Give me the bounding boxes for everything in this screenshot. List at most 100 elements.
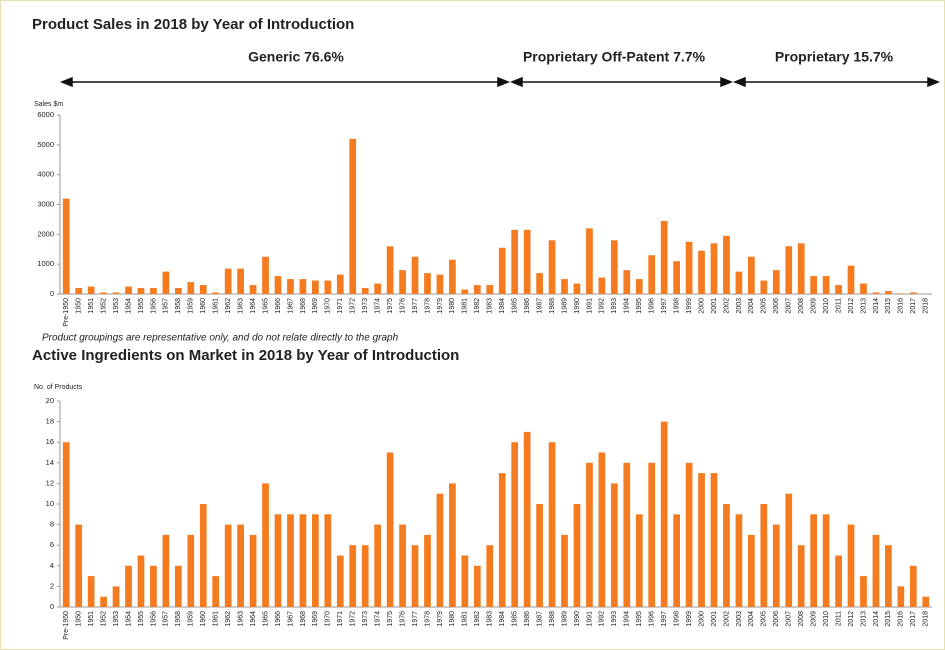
- x-tick-label: 1979: [437, 611, 444, 627]
- bar: [810, 276, 818, 294]
- bar: [797, 243, 805, 294]
- x-tick-label: 1953: [113, 298, 120, 314]
- x-tick-label: 1975: [387, 298, 394, 314]
- bar: [274, 514, 282, 607]
- bar: [486, 545, 494, 607]
- bar: [922, 596, 930, 607]
- x-tick-label: 1952: [100, 298, 107, 314]
- x-tick-label: 1983: [487, 611, 494, 627]
- x-tick-label: 1963: [237, 298, 244, 314]
- bar: [573, 283, 581, 294]
- bar: [872, 292, 880, 294]
- x-tick-label: 1996: [649, 611, 656, 627]
- bar: [835, 555, 842, 607]
- x-tick-label: 1957: [163, 611, 170, 627]
- bar: [710, 243, 718, 294]
- x-tick-label: 2014: [873, 298, 880, 314]
- bar: [125, 286, 132, 294]
- bar: [249, 534, 257, 607]
- x-tick-label: 2005: [761, 611, 768, 627]
- x-tick-label: 2004: [748, 298, 755, 314]
- bar: [262, 256, 269, 294]
- x-tick-label: 1989: [561, 298, 568, 314]
- bar: [735, 271, 743, 294]
- bar: [909, 565, 917, 607]
- bar: [212, 576, 220, 607]
- bar: [673, 261, 680, 294]
- x-tick-label: 1977: [412, 298, 419, 314]
- x-tick-label: 1958: [175, 611, 182, 627]
- bar: [760, 280, 768, 294]
- bar: [772, 270, 780, 294]
- bar: [100, 596, 107, 607]
- x-tick-label: 1976: [399, 611, 406, 627]
- y-tick-label: 16: [46, 437, 54, 446]
- bar: [386, 452, 394, 607]
- x-tick-label: 1990: [574, 611, 581, 627]
- bar: [112, 292, 120, 294]
- bar: [361, 288, 369, 294]
- x-tick-label: 2012: [848, 298, 855, 314]
- bar: [436, 274, 444, 294]
- bar: [324, 280, 332, 294]
- bar: [511, 442, 519, 607]
- x-tick-label: 1956: [150, 298, 157, 314]
- bar: [162, 271, 170, 294]
- bar: [561, 534, 568, 607]
- bar: [449, 259, 456, 294]
- x-tick-label: 1971: [337, 611, 344, 627]
- x-tick-label: 1954: [125, 611, 132, 627]
- x-tick-label: 1989: [561, 611, 568, 627]
- x-tick-label: 2009: [811, 298, 818, 314]
- x-tick-label: 2012: [848, 611, 855, 627]
- bar: [835, 285, 842, 294]
- bar: [909, 292, 917, 294]
- bar: [449, 483, 456, 607]
- x-tick-label: 2002: [723, 611, 730, 627]
- y-tick-label: 2000: [37, 229, 54, 238]
- bar: [62, 442, 70, 607]
- y-tick-label: 3000: [37, 199, 54, 208]
- y-tick-label: 4: [50, 561, 54, 570]
- x-tick-label: 1999: [686, 611, 693, 627]
- bar: [710, 473, 718, 607]
- y-tick-label: 6: [50, 540, 54, 549]
- x-tick-label: 1962: [225, 298, 232, 314]
- x-tick-label: 1978: [424, 298, 431, 314]
- bar: [374, 283, 382, 294]
- x-tick-label: 1980: [449, 611, 456, 627]
- x-tick-label: 1970: [325, 611, 332, 627]
- x-tick-label: 2018: [923, 611, 930, 627]
- bar: [810, 514, 818, 607]
- x-tick-label: 1992: [599, 298, 606, 314]
- bar: [324, 514, 332, 607]
- bar: [187, 282, 195, 294]
- x-tick-label: 2008: [798, 611, 805, 627]
- bar: [274, 276, 282, 294]
- bar: [598, 452, 606, 607]
- bar: [162, 534, 170, 607]
- bar: [523, 229, 531, 294]
- bar: [137, 288, 145, 294]
- x-tick-label: 1987: [536, 611, 543, 627]
- bar: [486, 285, 494, 294]
- bar: [174, 565, 182, 607]
- x-tick-label: 1976: [399, 298, 406, 314]
- x-tick-label: 2005: [761, 298, 768, 314]
- bar: [498, 473, 506, 607]
- bar: [249, 285, 257, 294]
- bar: [561, 279, 568, 294]
- bar: [336, 274, 344, 294]
- bar: [237, 524, 244, 607]
- x-tick-label: 1961: [213, 298, 220, 314]
- bar: [112, 586, 120, 607]
- bar: [199, 504, 207, 607]
- x-tick-label: 1963: [237, 611, 244, 627]
- x-tick-label: 1988: [549, 611, 556, 627]
- bar: [610, 240, 618, 294]
- x-tick-label: 1998: [673, 298, 680, 314]
- x-tick-label: 1969: [312, 298, 319, 314]
- bar: [312, 514, 319, 607]
- x-tick-label: 1993: [611, 298, 618, 314]
